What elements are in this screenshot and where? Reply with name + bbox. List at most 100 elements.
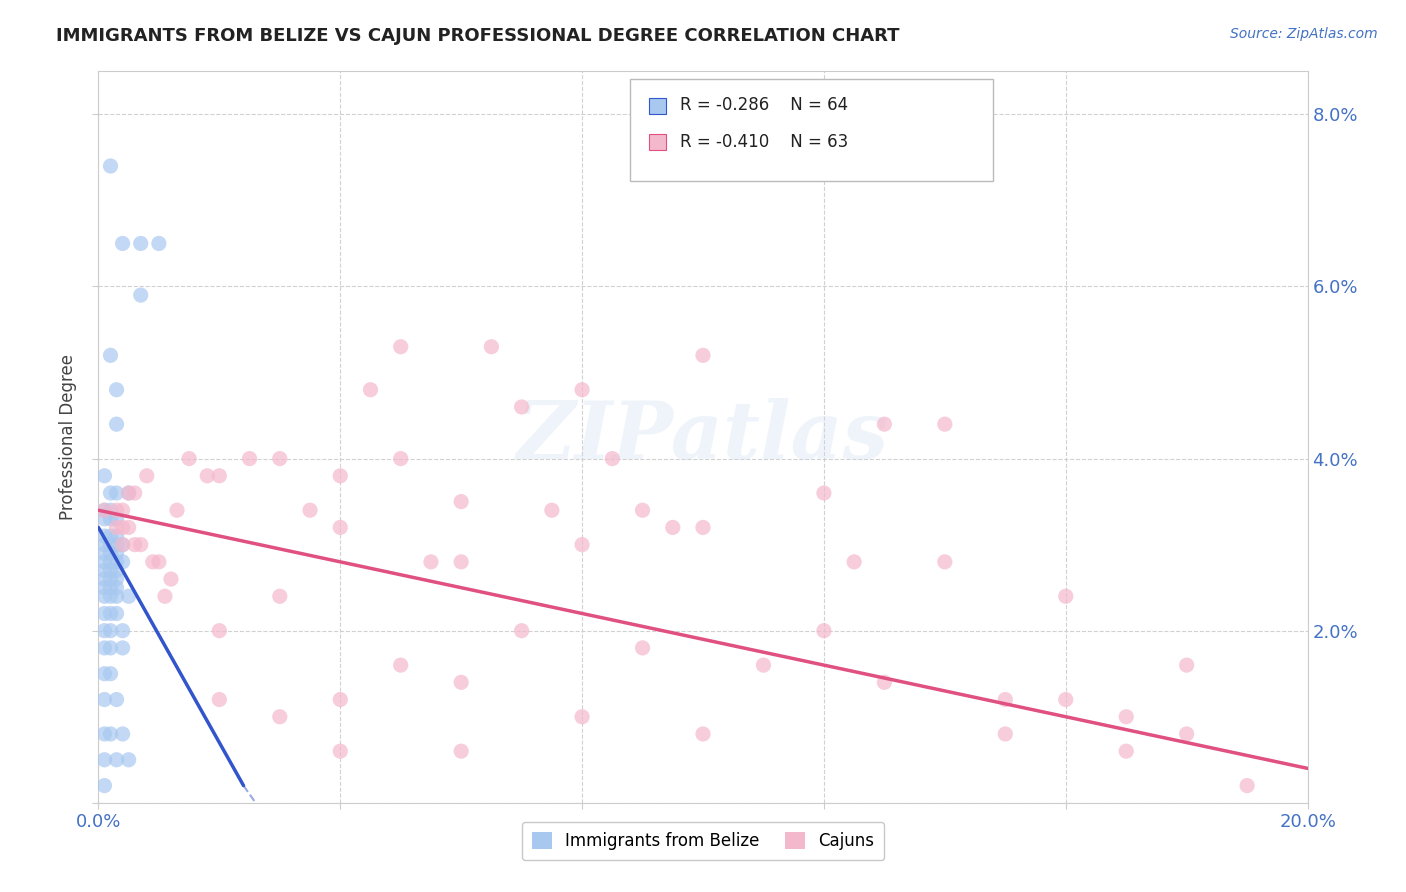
Point [1054,589,1077,603]
Point [93,572,115,586]
Point [329,520,352,534]
Point [100,546,122,560]
Point [571,710,593,724]
Point [329,692,352,706]
Point [148,236,170,251]
Text: ZIPatlas: ZIPatlas [517,399,889,475]
Point [135,468,157,483]
Point [692,348,714,362]
Point [510,400,533,414]
Point [105,417,128,432]
FancyBboxPatch shape [648,98,666,114]
Point [93,753,115,767]
Point [389,658,412,673]
Text: IMMIGRANTS FROM BELIZE VS CAJUN PROFESSIONAL DEGREE CORRELATION CHART: IMMIGRANTS FROM BELIZE VS CAJUN PROFESSI… [56,27,900,45]
Point [124,486,146,500]
Point [153,589,176,603]
Text: Source: ZipAtlas.com: Source: ZipAtlas.com [1230,27,1378,41]
Point [752,658,775,673]
Point [420,555,443,569]
Point [208,624,231,638]
Point [994,727,1017,741]
Point [100,581,122,595]
Point [105,529,128,543]
Point [1175,727,1198,741]
Point [100,538,122,552]
Legend: Immigrants from Belize, Cajuns: Immigrants from Belize, Cajuns [522,822,884,860]
Point [105,572,128,586]
Point [1054,692,1077,706]
Point [299,503,322,517]
Point [129,538,152,552]
Point [450,494,472,508]
Point [540,503,562,517]
Point [93,468,115,483]
Point [93,607,115,621]
Point [100,503,122,517]
Point [105,692,128,706]
Point [269,451,291,466]
Point [100,666,122,681]
Point [105,607,128,621]
Point [93,555,115,569]
Text: R = -0.286    N = 64: R = -0.286 N = 64 [681,96,848,114]
Point [100,348,122,362]
Point [105,520,128,534]
Point [93,727,115,741]
Point [389,340,412,354]
Point [111,538,134,552]
Point [111,538,134,552]
Point [844,555,866,569]
Y-axis label: Professional Degree: Professional Degree [59,354,77,520]
Point [571,538,593,552]
Point [269,589,291,603]
Point [510,624,533,638]
Point [118,520,141,534]
Point [166,503,188,517]
Point [105,383,128,397]
Point [93,624,115,638]
Point [105,564,128,578]
Point [93,503,115,517]
Point [93,779,115,793]
Point [100,624,122,638]
Point [1115,710,1137,724]
Point [571,383,593,397]
Point [93,546,115,560]
Point [111,503,134,517]
FancyBboxPatch shape [648,135,666,151]
Point [602,451,624,466]
FancyBboxPatch shape [630,78,993,181]
Point [129,236,152,251]
Point [873,417,896,432]
Point [100,589,122,603]
Point [208,692,231,706]
Point [389,451,412,466]
Point [93,529,115,543]
Point [142,555,165,569]
Point [118,486,141,500]
Point [100,572,122,586]
Point [100,529,122,543]
Point [100,564,122,578]
Point [105,581,128,595]
Point [93,564,115,578]
Point [661,520,683,534]
Point [93,538,115,552]
Point [269,710,291,724]
Point [1175,658,1198,673]
Point [692,520,714,534]
Point [124,538,146,552]
Point [100,727,122,741]
Point [481,340,503,354]
Point [100,512,122,526]
Point [450,744,472,758]
Point [329,468,352,483]
Point [105,512,128,526]
Point [100,159,122,173]
Point [111,520,134,534]
Point [93,503,115,517]
Point [100,555,122,569]
Point [813,624,835,638]
Point [105,753,128,767]
